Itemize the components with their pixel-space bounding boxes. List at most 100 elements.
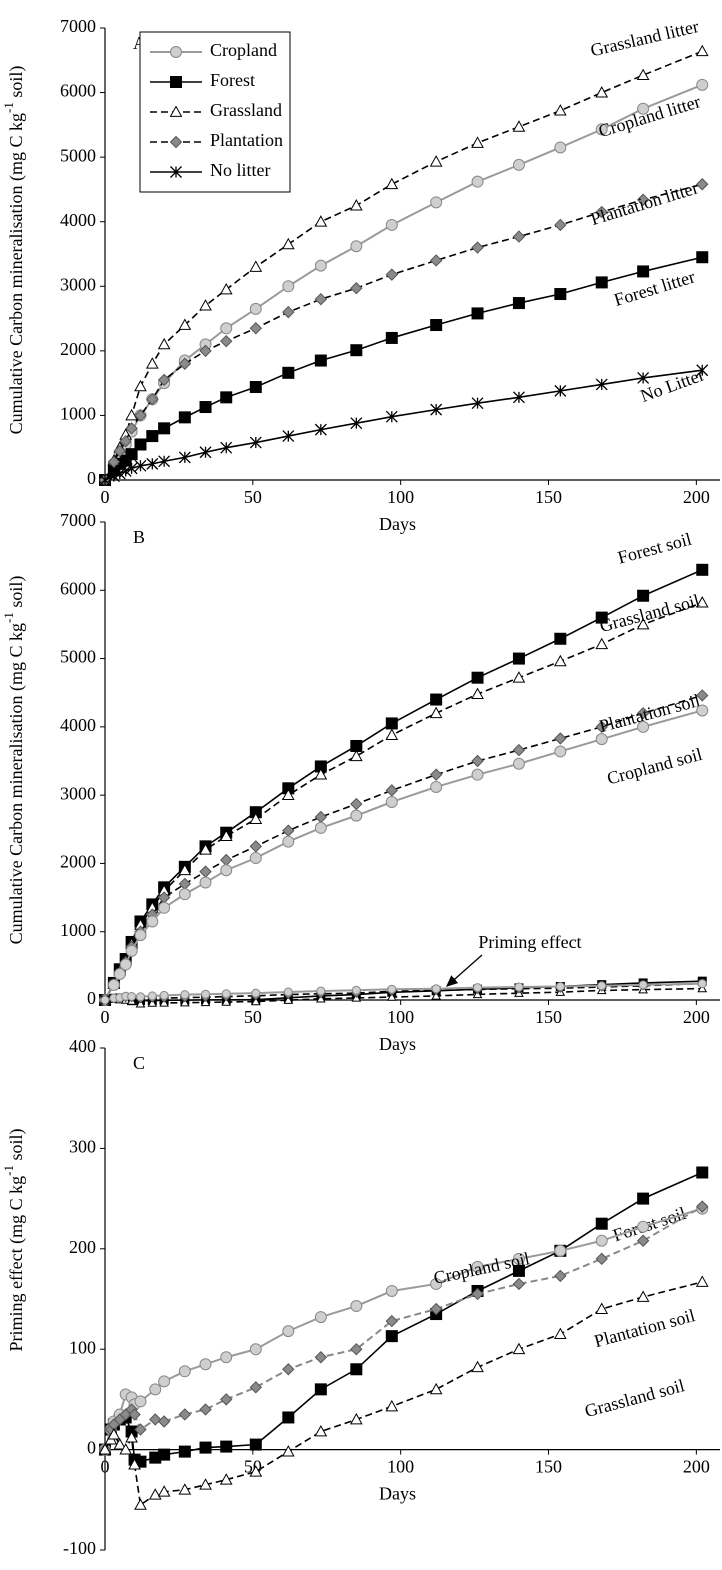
y-tick-label: 3000	[60, 274, 96, 294]
marker-circle	[159, 990, 169, 1000]
marker-triangle	[125, 1431, 138, 1443]
marker-diamond	[199, 865, 212, 878]
marker-square	[350, 1363, 363, 1376]
marker-triangle	[219, 1473, 233, 1485]
marker-circle	[512, 158, 525, 171]
marker-triangle	[107, 1428, 121, 1440]
series-end-label: Plantation soil	[592, 1305, 697, 1351]
marker-triangle	[134, 1498, 147, 1510]
marker-circle	[100, 995, 110, 1005]
series-end-label: Forest litter	[612, 266, 698, 310]
series-line	[104, 694, 703, 1001]
marker-diamond	[512, 1277, 526, 1291]
marker-circle	[431, 984, 441, 994]
marker-star	[113, 467, 126, 480]
x-tick-label: 0	[101, 1007, 110, 1027]
marker-square	[595, 611, 608, 624]
marker-triangle	[349, 1412, 363, 1425]
marker-circle	[170, 46, 182, 58]
marker-circle	[113, 968, 126, 981]
y-tick-label: 300	[69, 1137, 96, 1157]
marker-circle	[471, 768, 484, 781]
marker-circle	[554, 1244, 567, 1257]
marker-triangle	[199, 843, 212, 855]
marker-square	[158, 422, 171, 435]
series-line	[104, 601, 703, 1001]
marker-square	[385, 717, 398, 730]
marker-circle	[134, 929, 147, 942]
series-end-label: Plantation soil	[597, 690, 702, 736]
marker-diamond	[429, 254, 443, 267]
y-tick-label: 5000	[60, 647, 96, 667]
marker-circle	[471, 175, 484, 188]
marker-diamond	[146, 393, 159, 406]
marker-triangle	[178, 1483, 192, 1495]
y-tick-label: 4000	[60, 715, 96, 735]
marker-square	[595, 276, 608, 289]
marker-diamond	[157, 373, 171, 387]
marker-square	[125, 448, 138, 461]
marker-circle	[351, 985, 361, 995]
marker-circle	[178, 888, 191, 901]
y-tick-label: 6000	[60, 578, 96, 598]
x-tick-label: 150	[535, 1007, 562, 1027]
marker-circle	[180, 990, 190, 1000]
legend-label: Grassland	[210, 100, 282, 120]
marker-circle	[350, 809, 363, 822]
marker-triangle	[98, 1443, 112, 1455]
marker-circle	[637, 720, 650, 733]
y-tick-label: 5000	[60, 145, 96, 165]
marker-diamond	[113, 444, 126, 458]
marker-square	[178, 1445, 191, 1458]
marker-triangle	[385, 177, 399, 190]
marker-triangle	[169, 105, 183, 117]
marker-circle	[282, 280, 295, 293]
series-end-label: Cropland litter	[596, 91, 703, 141]
marker-diamond	[636, 706, 650, 720]
x-axis-title: Days	[379, 514, 416, 534]
marker-diamond	[696, 689, 709, 702]
marker-star	[178, 451, 191, 464]
marker-circle	[385, 1284, 398, 1297]
marker-triangle	[636, 68, 650, 81]
marker-star	[595, 378, 608, 391]
marker-star	[146, 457, 159, 470]
marker-diamond	[429, 768, 443, 781]
marker-diamond	[471, 1287, 484, 1301]
marker-square	[282, 366, 295, 379]
y-axis-title-part: Priming effect (mg C kg	[6, 1176, 27, 1352]
marker-triangle	[386, 992, 397, 1001]
marker-star	[134, 459, 147, 472]
marker-triangle	[178, 318, 192, 330]
marker-circle	[430, 196, 443, 209]
marker-diamond	[199, 1403, 212, 1416]
marker-square	[554, 632, 567, 645]
marker-circle	[199, 1358, 212, 1371]
marker-circle	[595, 123, 608, 136]
x-tick-label: 200	[683, 1007, 710, 1027]
marker-circle	[127, 991, 137, 1001]
marker-circle	[514, 982, 524, 992]
marker-triangle	[128, 1458, 141, 1470]
marker-circle	[314, 1311, 327, 1324]
marker-circle	[282, 835, 295, 848]
marker-triangle	[179, 997, 190, 1007]
marker-triangle	[178, 863, 192, 876]
marker-diamond	[350, 797, 363, 811]
marker-circle	[471, 1260, 484, 1273]
marker-triangle	[199, 299, 212, 311]
marker-triangle	[147, 998, 158, 1007]
x-tick-label: 50	[244, 1007, 262, 1027]
annotation: Priming effect	[478, 932, 581, 952]
marker-star	[119, 465, 132, 477]
marker-diamond	[169, 135, 183, 149]
marker-diamond	[134, 409, 147, 422]
marker-circle	[249, 1343, 262, 1356]
marker-star	[170, 166, 182, 178]
marker-diamond	[134, 1423, 147, 1436]
marker-circle	[107, 978, 120, 991]
marker-triangle	[595, 637, 609, 650]
marker-triangle	[113, 1438, 127, 1450]
marker-diamond	[282, 1363, 295, 1376]
marker-triangle	[595, 86, 609, 98]
